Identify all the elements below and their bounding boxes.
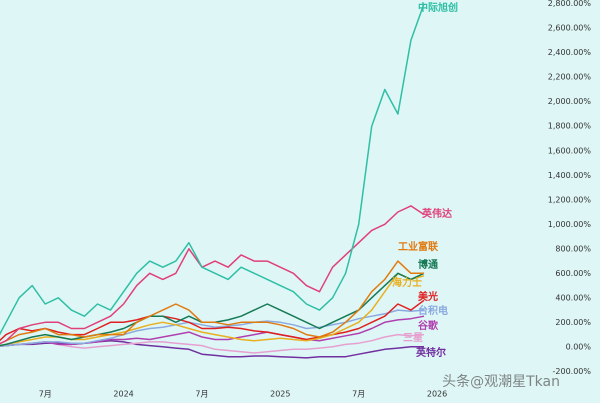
series-label: 博通 [418, 258, 438, 271]
y-tick-label: 200.00% [555, 318, 591, 327]
series-line [0, 260, 424, 345]
series-line [0, 333, 425, 354]
x-tick-label: 7月 [39, 390, 52, 399]
series-label: 工业富联 [398, 240, 438, 253]
x-tick-label: 2024 [113, 390, 133, 399]
y-tick-label: 400.00% [555, 293, 591, 302]
y-tick-label: 800.00% [555, 244, 591, 253]
x-tick-label: 2026 [427, 390, 447, 399]
x-tick-label: 2025 [270, 390, 290, 399]
series-label: 美光 [418, 290, 438, 303]
series-line [0, 272, 425, 347]
x-tick-label: 7月 [195, 390, 208, 399]
y-tick-label: 2,600.00% [548, 24, 592, 33]
y-tick-label: 1,000.00% [548, 220, 592, 229]
series-line [0, 3, 425, 336]
watermark: 头条@观潮星Tkan [442, 373, 560, 390]
y-tick-label: 1,800.00% [548, 122, 592, 131]
y-tick-label: 1,200.00% [548, 195, 592, 204]
y-tick-label: 2,200.00% [548, 73, 592, 82]
x-tick-label: 7月 [352, 390, 365, 399]
series-line [0, 309, 425, 347]
series-label: 英特尔 [415, 346, 446, 359]
series-label: 三星 [403, 332, 423, 344]
y-tick-label: 2,800.00% [548, 0, 592, 8]
series-line [0, 205, 425, 345]
series-label: 谷歌 [418, 319, 439, 332]
series-line [0, 272, 425, 347]
series-label: 台积电 [418, 304, 448, 317]
y-tick-label: 1,400.00% [548, 171, 592, 180]
series-label: 海力士 [392, 276, 422, 289]
y-tick-label: -200.00% [553, 367, 592, 376]
y-tick-label: 0.00% [566, 342, 592, 351]
y-tick-label: 2,000.00% [548, 97, 592, 106]
plot-area [0, 3, 425, 359]
y-tick-label: 600.00% [555, 269, 591, 278]
series-label: 中际旭创 [418, 1, 458, 14]
series-label: 英伟达 [421, 207, 452, 220]
y-tick-label: 2,400.00% [548, 48, 592, 57]
y-tick-label: 1,600.00% [548, 146, 592, 155]
series-line [0, 299, 425, 342]
series-line [0, 315, 425, 347]
